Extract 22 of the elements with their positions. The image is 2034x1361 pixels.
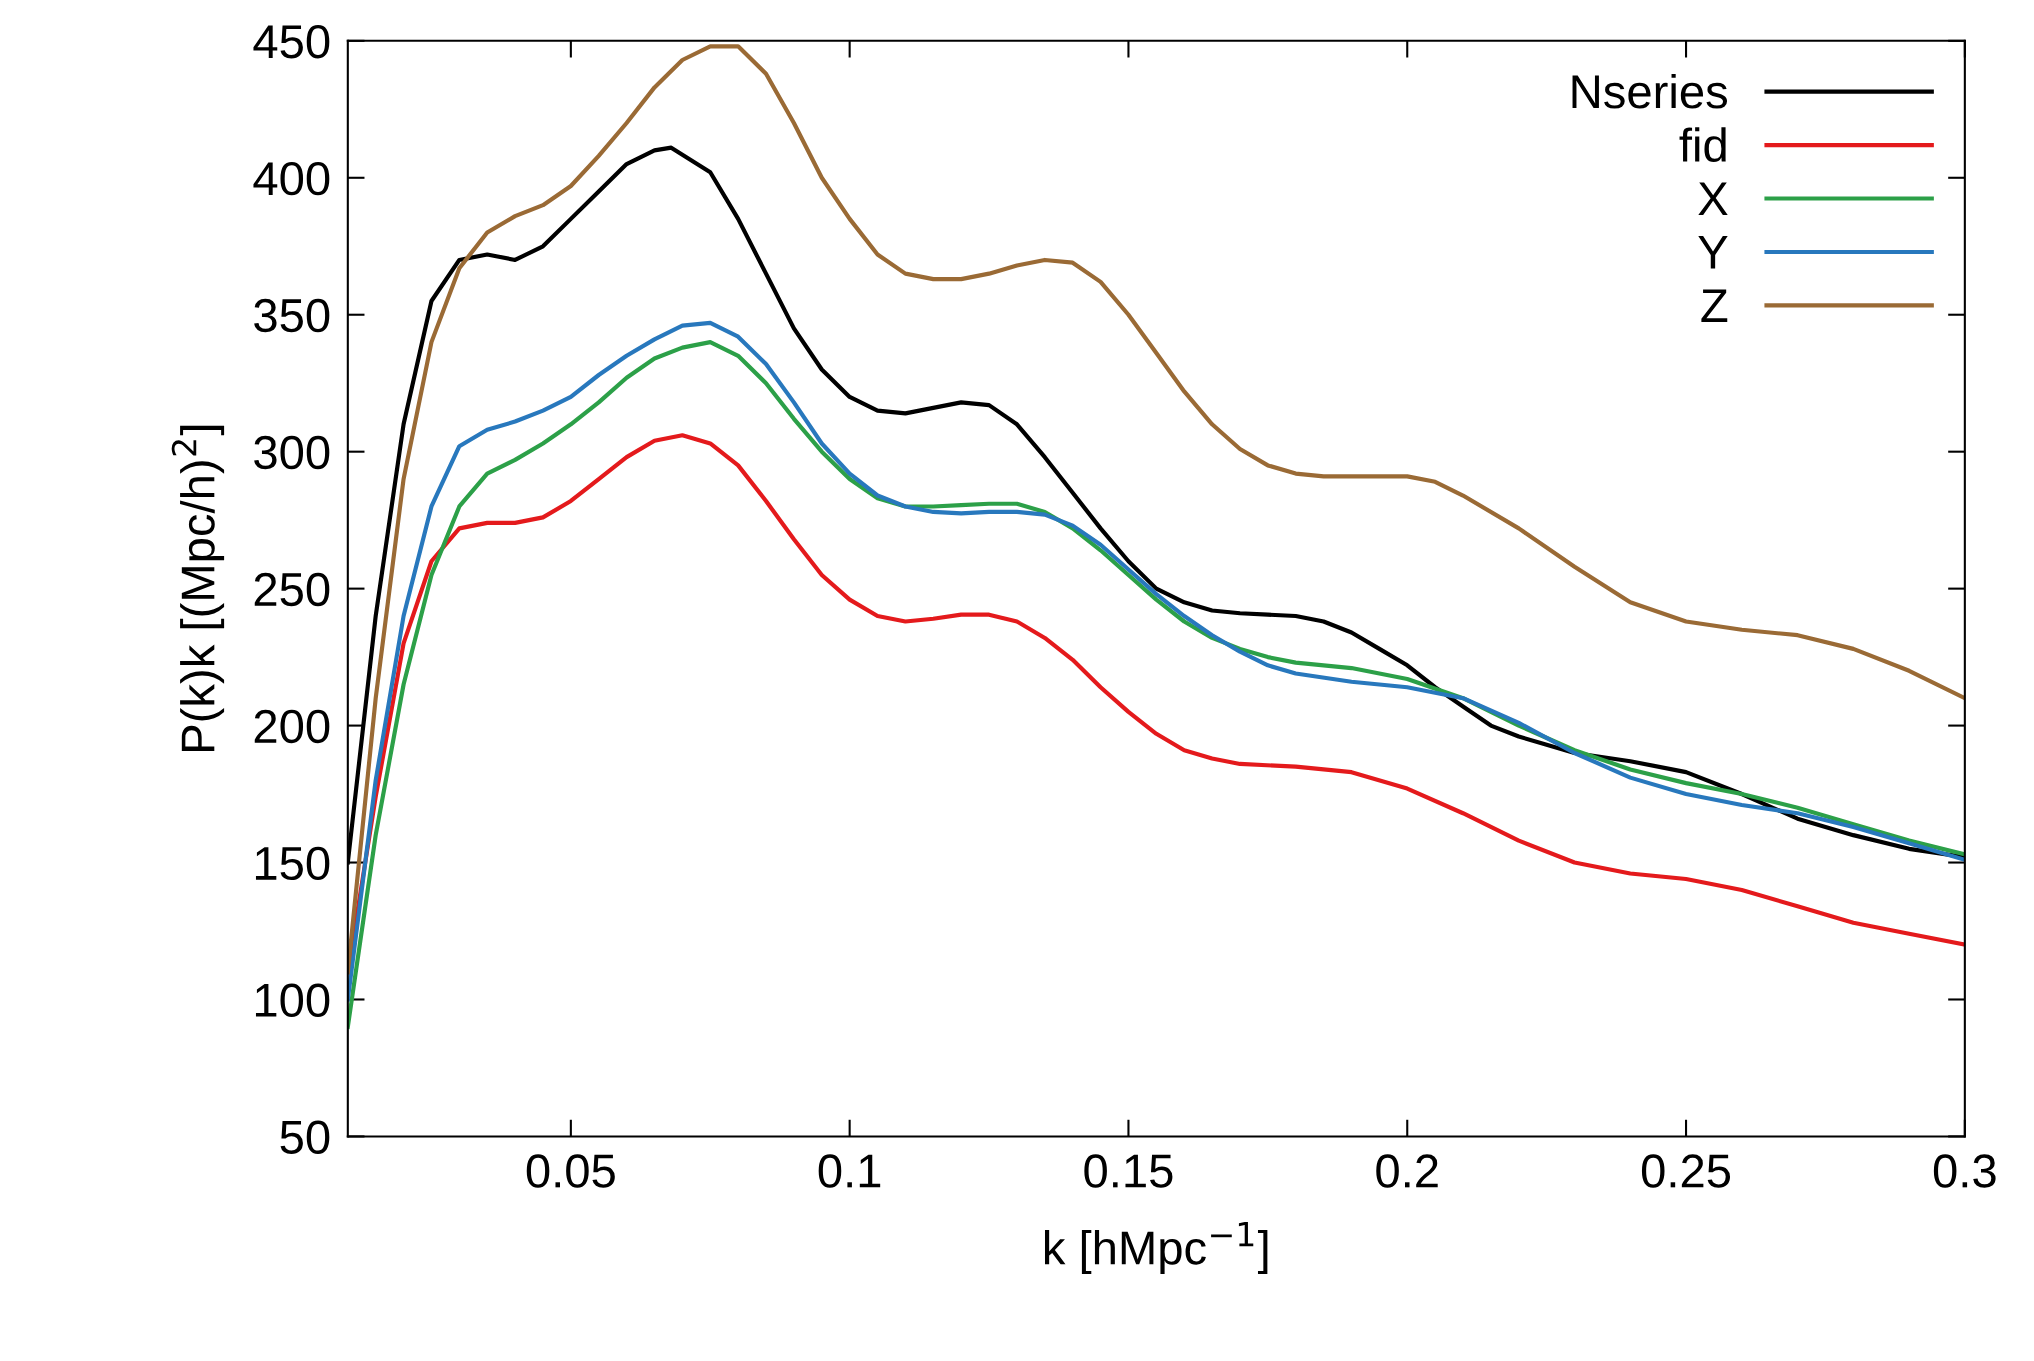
legend-label: fid (1679, 127, 1726, 163)
y-tick-label: 200 (254, 709, 330, 744)
y-axis-title: P(k)k [(Mpc/h)$^{2}$] (171, 425, 225, 751)
x-tick-label: 0.2 (1376, 1154, 1438, 1188)
x-axis-title: k [hMpc$^{−1}$] (1045, 1222, 1268, 1275)
x-tick-label: 0.05 (526, 1154, 615, 1188)
y-tick-label: 400 (253, 161, 330, 196)
x-tick-label: 0.15 (1084, 1154, 1173, 1188)
x-tick-label: 0.25 (1641, 1154, 1731, 1188)
y-tick-label: 50 (280, 1120, 330, 1155)
legend-label: X (1698, 182, 1728, 216)
y-tick-label: 250 (254, 572, 330, 607)
y-tick-label: 300 (254, 435, 330, 470)
legend-label: Z (1701, 289, 1728, 322)
legend-label: Nseries (1572, 73, 1728, 109)
y-tick-label: 150 (255, 846, 330, 881)
y-tick-label: 100 (255, 983, 330, 1018)
y-tick-label: 350 (254, 298, 330, 333)
legend-label: Y (1698, 236, 1728, 269)
x-tick-label: 0.1 (818, 1154, 881, 1188)
x-tick-label: 0.3 (1933, 1154, 1996, 1188)
y-tick-label: 450 (253, 24, 330, 59)
